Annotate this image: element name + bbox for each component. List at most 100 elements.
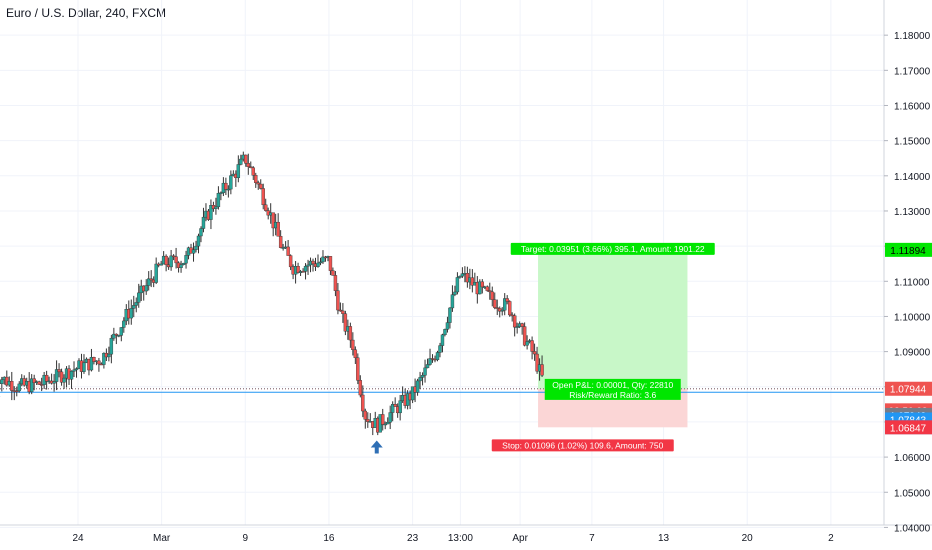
price-label-bg xyxy=(885,381,932,396)
candle-body xyxy=(102,352,106,365)
candle-body xyxy=(97,360,101,365)
candle-body xyxy=(338,309,343,312)
candle-body xyxy=(348,326,353,341)
candle-body xyxy=(351,339,355,351)
x-tick-label: 13:00 xyxy=(448,533,473,544)
candle-body xyxy=(181,262,186,265)
candle-body xyxy=(520,323,524,327)
candle-body xyxy=(226,188,231,191)
candle-body xyxy=(306,264,310,267)
arrow-up-icon xyxy=(370,440,383,454)
y-tick-label: 1.16000 xyxy=(894,101,931,112)
candle-body xyxy=(383,423,387,426)
price-label: 1.07944 xyxy=(890,385,927,396)
candle-body xyxy=(246,163,250,168)
candle-body xyxy=(328,256,333,271)
candle-body xyxy=(311,260,315,265)
candle-body xyxy=(216,192,221,208)
candle-body xyxy=(132,305,136,309)
candle-body xyxy=(147,278,151,286)
candle-body xyxy=(505,298,509,302)
candle-body xyxy=(333,275,338,291)
candle-body xyxy=(321,256,325,263)
candle-body xyxy=(440,334,445,346)
candle-body xyxy=(256,182,260,185)
chart-grid xyxy=(0,0,884,528)
candle-body xyxy=(356,357,360,381)
y-tick-label: 1.17000 xyxy=(894,66,931,77)
candle-body xyxy=(530,340,534,352)
candle-body xyxy=(171,255,176,258)
candle-body xyxy=(435,352,440,361)
x-tick-label: 16 xyxy=(323,533,335,544)
candle-body xyxy=(500,309,504,312)
candle-body xyxy=(460,273,465,277)
candle-body xyxy=(455,277,460,293)
candle-body xyxy=(149,278,153,281)
arrow-markers xyxy=(0,396,383,454)
candle-body xyxy=(343,313,348,332)
y-tick-label: 1.04000 xyxy=(894,523,931,534)
candle-body xyxy=(57,369,61,373)
candle-body xyxy=(448,307,452,323)
candle-body xyxy=(316,262,320,267)
candle-body xyxy=(74,368,79,371)
candle-body xyxy=(522,326,527,346)
candle-body xyxy=(114,333,119,336)
x-tick-label: 13 xyxy=(658,533,670,544)
candle-body xyxy=(415,380,420,393)
candle-body xyxy=(276,221,280,237)
candle-body xyxy=(112,333,116,339)
candle-body xyxy=(271,212,275,229)
candle-body xyxy=(244,154,248,164)
x-tick-label: 9 xyxy=(243,533,249,544)
price-label-bg xyxy=(885,420,932,435)
x-tick-label: Apr xyxy=(512,533,528,544)
candle-body xyxy=(92,357,96,362)
candle-body xyxy=(37,381,41,385)
candle-body xyxy=(251,167,255,176)
candle-body xyxy=(82,362,86,372)
x-tick-label: 24 xyxy=(72,533,84,544)
candle-body xyxy=(179,264,183,268)
candle-body xyxy=(512,315,517,328)
candle-body xyxy=(393,404,397,407)
candles xyxy=(0,151,544,436)
candle-body xyxy=(532,351,537,355)
candle-body xyxy=(470,277,475,286)
y-tick-label: 1.09000 xyxy=(894,348,931,359)
y-tick-label: 1.14000 xyxy=(894,172,931,183)
candle-body xyxy=(331,270,335,276)
open-pl-label: Open P&L: 0.00001, Qty: 22810 xyxy=(552,380,673,390)
candle-body xyxy=(301,271,305,273)
candle-body xyxy=(363,410,367,420)
candle-body xyxy=(458,275,462,278)
y-tick-label: 1.18000 xyxy=(894,31,931,42)
y-tick-label: 1.06000 xyxy=(894,453,931,464)
candle-body xyxy=(485,286,489,291)
x-tick-label: 2 xyxy=(828,533,834,544)
risk-reward-label: Risk/Reward Ratio: 3.6 xyxy=(569,390,656,400)
y-tick-label: 1.15000 xyxy=(894,137,931,148)
candle-body xyxy=(10,381,14,391)
candle-body xyxy=(89,357,94,371)
target-label: Target: 0.03951 (3.66%) 395.1, Amount: 1… xyxy=(521,244,705,254)
candle-body xyxy=(264,204,268,211)
candle-body xyxy=(495,307,499,309)
candle-body xyxy=(119,327,124,336)
candle-body xyxy=(398,400,402,414)
price-label-bg xyxy=(885,242,932,257)
candle-body xyxy=(420,375,425,378)
candle-body xyxy=(410,386,415,401)
candle-body xyxy=(366,419,370,422)
position-zones xyxy=(538,249,688,428)
candle-body xyxy=(515,326,519,328)
candle-body xyxy=(194,245,198,250)
candle-body xyxy=(44,374,49,382)
target-zone[interactable] xyxy=(538,249,688,389)
candle-body xyxy=(32,378,36,384)
candle-body xyxy=(318,261,323,264)
candle-body xyxy=(388,412,392,423)
candle-body xyxy=(122,320,126,328)
